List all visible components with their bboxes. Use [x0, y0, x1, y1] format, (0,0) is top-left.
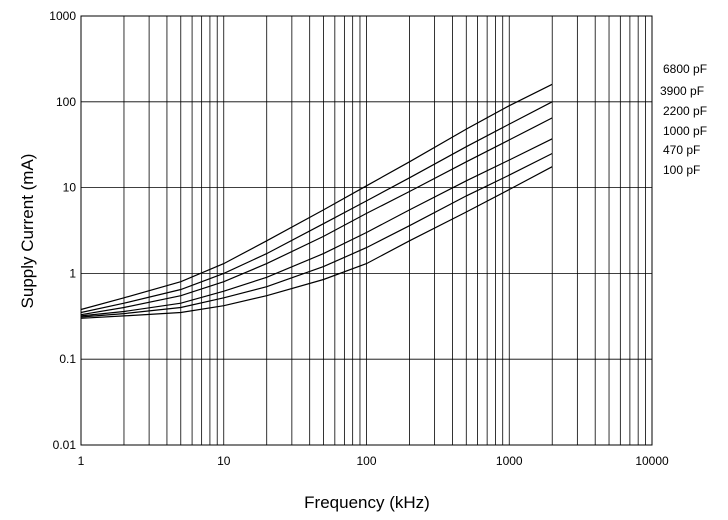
y-tick-label: 10	[63, 181, 77, 195]
series-line	[80, 83, 553, 311]
legend-label: 100 pF	[663, 163, 700, 177]
series-line	[80, 138, 553, 317]
x-tick-label: 1000	[496, 454, 523, 468]
y-tick-label: 1000	[49, 9, 76, 23]
x-tick-label: 10	[217, 454, 231, 468]
x-tick-label: 1	[78, 454, 85, 468]
plot-frame	[80, 15, 653, 446]
y-tick-label: 1	[69, 266, 76, 280]
y-axis-title: Supply Current (mA)	[18, 154, 37, 309]
series-lines	[80, 83, 553, 319]
x-tick-label: 100	[356, 454, 376, 468]
tick-labels: 1 10 100 1000 10000 0.01 0.1 1 10 100 1000	[49, 9, 669, 468]
y-tick-label: 0.1	[59, 352, 76, 366]
series-line	[80, 166, 553, 319]
y-tick-label: 0.01	[53, 438, 77, 452]
legend-label: 3900 pF	[660, 84, 704, 98]
legend-label: 6800 pF	[663, 62, 707, 76]
x-tick-label: 10000	[635, 454, 669, 468]
series-line	[80, 101, 553, 314]
x-axis-title: Frequency (kHz)	[304, 493, 430, 512]
legend-label: 2200 pF	[663, 104, 707, 118]
y-tick-label: 100	[56, 95, 76, 109]
series-line	[80, 117, 553, 316]
legend: 6800 pF 3900 pF 2200 pF 1000 pF 470 pF 100 pF	[660, 62, 707, 177]
legend-label: 470 pF	[663, 143, 700, 157]
series-line	[80, 152, 553, 318]
legend-label: 1000 pF	[663, 124, 707, 138]
